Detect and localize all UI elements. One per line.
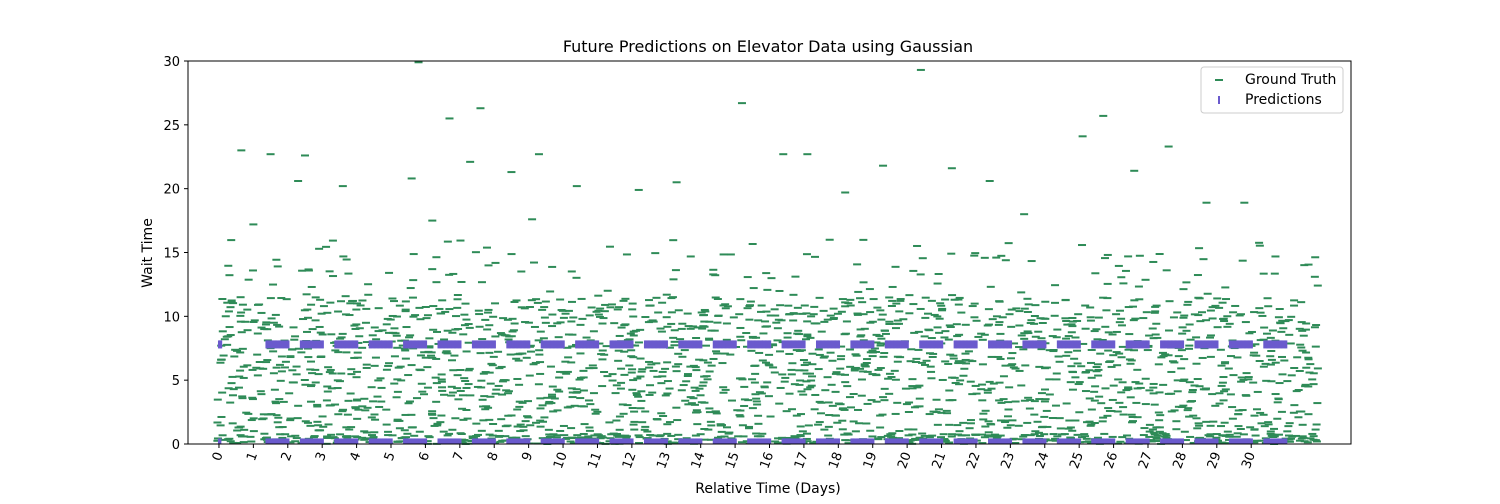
- y-axis: 0 5 10 15 20 25 30: [163, 55, 188, 453]
- x-tick-label: 19: [861, 450, 881, 471]
- x-tick-label: 3: [313, 450, 330, 463]
- x-tick-label: 24: [1033, 450, 1053, 471]
- x-tick-label: 16: [758, 450, 778, 471]
- chart-title: Future Predictions on Elevator Data usin…: [563, 37, 973, 56]
- x-tick-label: 22: [964, 450, 984, 471]
- x-tick-label: 9: [519, 450, 536, 463]
- legend-label-predictions: Predictions: [1245, 92, 1322, 108]
- x-tick-label: 15: [723, 450, 743, 471]
- x-tick-label: 27: [1136, 450, 1156, 471]
- y-tick-label: 15: [163, 247, 180, 262]
- x-tick-label: 7: [451, 450, 468, 463]
- x-tick-label: 0: [210, 450, 227, 463]
- y-tick-label: 0: [172, 438, 180, 453]
- x-tick-label: 23: [998, 450, 1018, 471]
- x-tick-label: 11: [585, 450, 605, 471]
- x-tick-label: 26: [1102, 450, 1122, 471]
- y-axis-label: Wait Time: [140, 218, 156, 288]
- x-tick-label: 30: [1239, 450, 1259, 471]
- x-tick-label: 28: [1170, 450, 1190, 471]
- x-tick-label: 4: [347, 450, 364, 463]
- x-tick-label: 29: [1205, 450, 1225, 471]
- x-tick-label: 13: [654, 450, 674, 471]
- data-points: [213, 61, 1322, 445]
- y-tick-label: 25: [163, 119, 180, 134]
- y-tick-label: 20: [163, 183, 180, 198]
- plot-frame: [187, 60, 1352, 445]
- y-tick-label: 5: [172, 374, 180, 389]
- legend-box: [1200, 66, 1344, 114]
- x-tick-label: 18: [826, 450, 846, 471]
- x-tick-label: 5: [382, 450, 399, 463]
- x-tick-label: 1: [244, 450, 261, 463]
- x-tick-label: 6: [416, 450, 433, 463]
- x-tick-label: 25: [1067, 450, 1087, 471]
- legend: Ground Truth Predictions: [1200, 66, 1344, 114]
- x-tick-label: 2: [279, 450, 296, 463]
- y-tick-label: 10: [163, 310, 180, 325]
- x-tick-label: 21: [930, 450, 950, 471]
- x-tick-label: 12: [620, 450, 640, 471]
- x-axis: 0 1 2 3 4 5 6 7 8 9 10 11 12 13 14 15 16 17 18 19 20 21 22 23 24…: [210, 444, 1259, 471]
- x-tick-label: 14: [689, 450, 709, 471]
- legend-label-ground-truth: Ground Truth: [1245, 72, 1336, 88]
- x-axis-label: Relative Time (Days): [695, 481, 840, 497]
- x-tick-label: 8: [485, 450, 502, 463]
- x-tick-label: 17: [792, 450, 812, 471]
- x-tick-label: 20: [895, 450, 915, 471]
- y-tick-label: 30: [163, 55, 180, 70]
- x-tick-label: 10: [551, 450, 571, 471]
